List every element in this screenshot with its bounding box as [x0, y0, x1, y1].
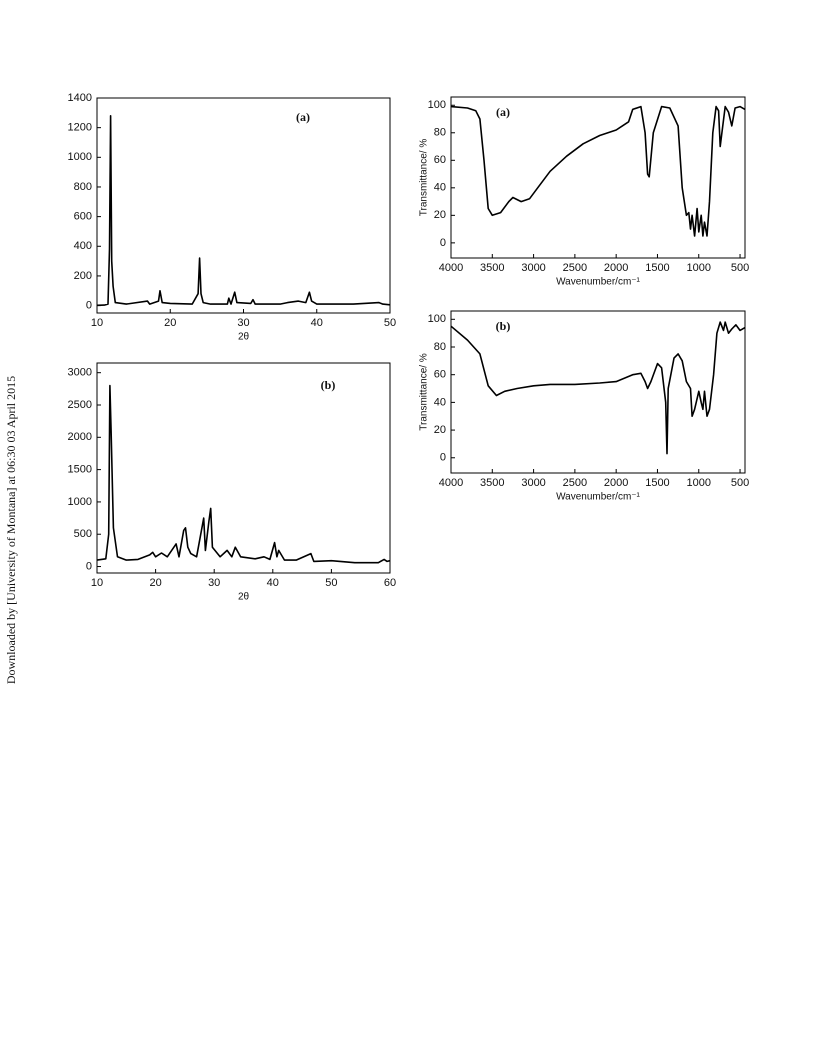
x-tick-label: 2500: [563, 477, 587, 489]
panel-label: (a): [496, 105, 510, 119]
plot-frame: [450, 310, 746, 474]
x-axis-label: Wavenumber/cm⁻¹: [556, 492, 640, 503]
x-tick-label: 40: [267, 577, 279, 589]
y-tick-label: 80: [434, 341, 446, 353]
x-tick-label: 20: [164, 317, 176, 329]
y-tick-label: 20: [434, 209, 446, 221]
x-tick-label: 30: [208, 577, 220, 589]
y-tick-label: 100: [428, 99, 446, 111]
y-tick-label: 80: [434, 127, 446, 139]
x-tick-label: 3500: [480, 262, 504, 274]
panel-label: (b): [321, 378, 336, 392]
y-tick-label: 600: [74, 211, 92, 223]
y-tick-label: 0: [440, 452, 446, 464]
x-tick-label: 20: [149, 577, 161, 589]
x-axis-label: Wavenumber/cm⁻¹: [556, 277, 640, 288]
x-tick-label: 1500: [645, 477, 669, 489]
y-tick-label: 1000: [68, 151, 92, 163]
x-axis-label: 2θ: [238, 332, 250, 343]
spectrum-line: [96, 115, 391, 307]
download-note: Downloaded by [University of Montana] at…: [4, 376, 18, 684]
x-tick-label: 40: [311, 317, 323, 329]
x-tick-label: 2000: [604, 477, 628, 489]
x-tick-label: 10: [91, 317, 103, 329]
x-tick-label: 1000: [687, 477, 711, 489]
x-tick-label: 2000: [604, 262, 628, 274]
y-tick-label: 0: [86, 560, 92, 572]
x-tick-label: 4000: [439, 477, 463, 489]
x-tick-label: 60: [384, 577, 396, 589]
x-tick-label: 500: [731, 262, 749, 274]
y-tick-label: 1200: [68, 122, 92, 134]
x-tick-label: 50: [325, 577, 337, 589]
y-tick-label: 100: [428, 313, 446, 325]
spectrum-line: [450, 321, 746, 455]
y-tick-label: 500: [74, 528, 92, 540]
spectrum-line: [450, 105, 746, 237]
x-axis-label: 2θ: [238, 592, 250, 603]
plot-frame: [96, 97, 391, 314]
y-tick-label: 400: [74, 240, 92, 252]
y-tick-label: 3000: [68, 367, 92, 379]
y-tick-label: 60: [434, 369, 446, 381]
y-tick-label: 2500: [68, 399, 92, 411]
y-tick-label: 40: [434, 182, 446, 194]
x-tick-label: 3500: [480, 477, 504, 489]
y-tick-label: 0: [86, 299, 92, 311]
y-tick-label: 60: [434, 154, 446, 166]
y-tick-label: 1000: [68, 496, 92, 508]
spectrum-line: [96, 384, 391, 564]
y-tick-label: 1500: [68, 464, 92, 476]
x-tick-label: 2500: [563, 262, 587, 274]
x-tick-label: 500: [731, 477, 749, 489]
y-axis-label: Transmittance/ %: [419, 353, 430, 431]
x-tick-label: 10: [91, 577, 103, 589]
panel-label: (a): [296, 110, 310, 124]
x-tick-label: 1000: [687, 262, 711, 274]
y-tick-label: 800: [74, 181, 92, 193]
y-tick-label: 1400: [68, 92, 92, 104]
y-tick-label: 40: [434, 396, 446, 408]
x-tick-label: 50: [384, 317, 396, 329]
x-tick-label: 30: [237, 317, 249, 329]
plot-frame: [96, 362, 391, 574]
panel-label: (b): [496, 319, 511, 333]
y-tick-label: 20: [434, 424, 446, 436]
y-tick-label: 0: [440, 237, 446, 249]
x-tick-label: 4000: [439, 262, 463, 274]
plot-frame: [450, 96, 746, 259]
x-tick-label: 1500: [645, 262, 669, 274]
x-tick-label: 3000: [521, 262, 545, 274]
y-tick-label: 2000: [68, 431, 92, 443]
y-tick-label: 200: [74, 270, 92, 282]
x-tick-label: 3000: [521, 477, 545, 489]
y-axis-label: Transmittance/ %: [419, 139, 430, 217]
